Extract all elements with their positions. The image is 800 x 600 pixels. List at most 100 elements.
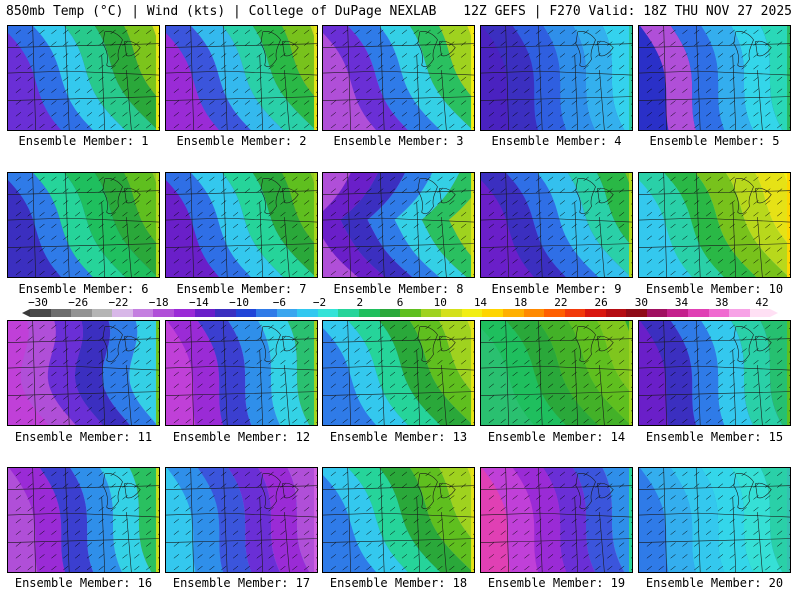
field-edge [629,321,632,425]
colorbar-swatch [359,309,380,317]
header-left-title: 850mb Temp (°C) | Wind (kts) | College o… [6,4,437,19]
member-label: Ensemble Member: 9 [491,282,622,296]
temperature-band [639,26,669,130]
temperature-band [573,468,625,572]
member-label: Ensemble Member: 3 [333,134,464,148]
wind-barbs [488,29,632,129]
temperature-band [228,468,280,572]
field-edge [471,321,474,425]
colorbar-swatch [71,309,92,317]
colorbar-tick-label: −10 [229,296,250,309]
temperature-band [287,468,317,572]
temperature-field [323,26,474,130]
temperature-band [670,26,725,130]
temperature-band [670,468,725,572]
colorbar-tick-label: 10 [433,296,447,309]
colorbar-swatch [420,309,442,317]
temperature-band [701,321,753,425]
temperature-band [20,321,76,425]
member-label: Ensemble Member: 17 [172,576,311,590]
map-panel-member-11 [7,320,160,426]
temperature-field [166,173,317,277]
colorbar-swatch [523,309,545,317]
colorbar-swatch [749,309,771,317]
member-label: Ensemble Member: 5 [649,134,780,148]
field-edge [156,321,159,425]
colorbar-tick-label: −22 [108,296,129,309]
colorbar-swatch [605,309,627,317]
colorbar-tick-label: −26 [68,296,89,309]
temperature-field [8,26,159,130]
colorbar-swatch [215,309,236,317]
temperature-band [512,468,567,572]
temperature-field [481,26,632,130]
temperature-field [639,321,790,425]
member-label: Ensemble Member: 1 [18,134,149,148]
wind-barbs [15,176,159,276]
map-panel-member-14 [480,320,633,426]
colorbar-swatch [297,309,318,317]
colorbar-swatch [667,309,688,317]
temperature-band [482,26,538,130]
colorbar-tick-label: −30 [28,296,48,309]
colorbar-tick-label: 26 [594,296,608,309]
member-label: Ensemble Member: 2 [176,134,307,148]
colorbar-swatch [112,309,133,317]
temperature-band [222,173,316,277]
colorbar-tick-label: 18 [514,296,528,309]
temperature-band [166,26,251,130]
temperature-band [573,26,625,130]
colorbar-swatch [688,309,709,317]
member-label: Ensemble Member: 6 [18,282,149,296]
temperature-band [129,468,159,572]
member-label: Ensemble Member: 10 [645,282,784,296]
temperature-band [731,468,783,572]
temperature-band [167,321,223,425]
temperature-band [166,173,251,277]
colorbar-tick-label: 6 [396,296,404,309]
member-label: Ensemble Member: 4 [491,134,622,148]
member-label: Ensemble Member: 8 [333,282,464,296]
temperature-band [543,468,595,572]
temperature-band [379,468,473,572]
wind-barbs [330,471,474,571]
temperature-band [537,173,631,277]
map-panel-member-2 [165,25,318,131]
state-borders [8,321,159,425]
temperature-band [222,26,316,130]
colorbar-tick-label: −2 [312,296,327,309]
map-panel-member-20 [638,467,791,573]
wind-barbs [488,471,632,571]
temperature-band [379,321,473,425]
state-borders [166,321,317,425]
wind-barbs [646,471,790,571]
colorbar-swatch [482,309,503,317]
field-edge [787,26,790,130]
map-panel-member-12 [165,320,318,426]
temperature-band [100,468,152,572]
state-borders [8,468,159,572]
temperature-band [8,173,93,277]
temperature-band [640,321,696,425]
temperature-band [731,321,783,425]
map-panel-member-5 [638,25,791,131]
temperature-field [481,321,632,425]
map-panel-member-16 [7,467,160,573]
map-panel-member-10 [638,172,791,278]
temperature-band [448,193,474,259]
temperature-band [340,173,413,277]
temperature-band [39,468,94,572]
colorbar-swatch [646,309,668,317]
colorbar-swatch [194,309,216,317]
temperature-field [481,173,632,277]
temperature-band [602,468,632,572]
colorbar-swatch [153,309,174,317]
field-edge [156,173,159,277]
wind-barbs [646,29,790,129]
temperature-band [639,321,669,425]
wind-barbs [173,176,317,276]
temperature-band [481,321,566,425]
temperature-field [166,468,317,572]
temperature-band [760,468,790,572]
map-panel-member-8 [322,172,475,278]
